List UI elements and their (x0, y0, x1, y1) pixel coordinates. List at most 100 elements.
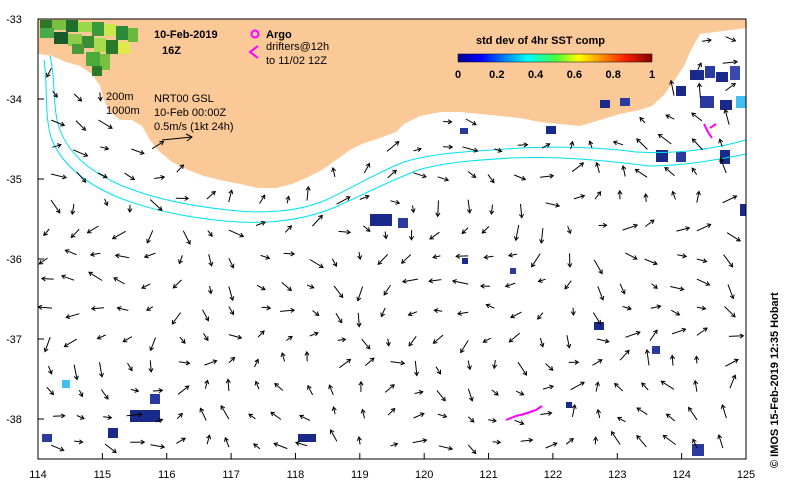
current-arrow-head (455, 253, 461, 259)
current-arrow (149, 199, 163, 211)
current-arrow-head (730, 312, 736, 318)
current-arrow-head (594, 381, 600, 387)
current-arrow (330, 429, 338, 442)
current-arrow (257, 330, 265, 338)
current-arrow-head (485, 303, 491, 309)
current-arrow (545, 442, 557, 449)
current-arrow-head (380, 312, 385, 318)
current-arrow (540, 175, 554, 178)
current-arrow (377, 253, 389, 265)
drifters-line2: to 11/02 12Z (266, 55, 327, 67)
colorbar-tick-label: 0 (455, 69, 461, 81)
current-arrow-head (96, 335, 102, 340)
current-arrow-head (254, 380, 260, 386)
current-arrow-head (679, 286, 685, 292)
current-arrow (312, 215, 323, 227)
current-arrow-head (220, 404, 226, 410)
current-arrow-head (428, 278, 434, 284)
current-arrow-head (365, 227, 371, 232)
current-arrow (566, 335, 570, 348)
y-tick-label: -34 (6, 94, 22, 106)
current-arrow-head (356, 296, 362, 302)
current-arrow (694, 380, 698, 392)
current-arrow-head (695, 190, 701, 196)
current-arrow (337, 338, 346, 341)
current-arrow-head (290, 307, 296, 313)
colorbar-title: std dev of 4hr SST comp (476, 35, 605, 47)
current-arrow (306, 284, 314, 289)
current-arrow (228, 190, 233, 203)
current-arrow (596, 338, 609, 343)
current-arrow-head (497, 147, 503, 153)
current-arrow (671, 355, 674, 366)
current-arrow (465, 118, 477, 126)
current-arrow-head (435, 212, 441, 218)
current-arrow-head (460, 348, 465, 354)
current-arrow-head (280, 352, 286, 358)
current-arrow (73, 93, 82, 102)
current-arrow-head (360, 408, 366, 414)
current-arrow (570, 381, 585, 391)
current-arrow-head (552, 442, 558, 447)
current-arrow (670, 286, 684, 290)
current-arrow (728, 335, 744, 337)
current-arrow-head (393, 442, 399, 448)
current-arrow (253, 443, 261, 450)
drifter-tracks (505, 123, 717, 421)
current-arrow (228, 334, 242, 339)
current-arrow (100, 389, 109, 400)
current-arrow-head (314, 311, 320, 316)
current-arrow-head (46, 72, 51, 78)
current-arrow-head (641, 382, 646, 388)
current-arrow-head (523, 142, 529, 148)
current-arrow (696, 278, 710, 286)
current-arrow-head (596, 319, 601, 325)
current-arrow (622, 224, 638, 231)
current-arrow (515, 224, 520, 241)
current-arrow (457, 311, 469, 315)
current-arrow-head (55, 208, 61, 214)
current-arrow-head (253, 443, 258, 448)
x-tick-label: 119 (351, 469, 369, 481)
current-arrow-head (539, 342, 545, 348)
current-arrow (358, 436, 361, 445)
current-arrow (592, 359, 603, 366)
current-arrow-head (507, 252, 513, 258)
current-arrow-head (139, 150, 145, 155)
current-arrow (702, 39, 712, 42)
map-date: 10-Feb-2019 (154, 29, 218, 41)
current-arrow (76, 415, 85, 420)
x-tick-label: 116 (158, 469, 176, 481)
current-arrow (204, 360, 217, 366)
current-arrow (41, 278, 54, 280)
current-arrow (545, 363, 554, 371)
current-arrow-head (508, 337, 514, 343)
current-arrow-head (599, 295, 605, 301)
current-arrow-head (65, 314, 71, 319)
current-arrow-head (702, 258, 708, 264)
x-tick-label: 121 (479, 469, 497, 481)
current-arrow-head (407, 311, 413, 317)
current-arrow-head (328, 384, 334, 390)
current-arrow-head (636, 434, 641, 440)
current-arrow (151, 141, 164, 150)
current-arrow (414, 360, 418, 376)
current-arrow-head (604, 338, 610, 344)
current-arrow-head (519, 391, 525, 396)
current-arrow (493, 359, 496, 369)
current-arrow-head (504, 282, 510, 288)
current-arrow-head (702, 327, 708, 332)
current-arrow (520, 203, 523, 218)
current-arrow-head (365, 162, 371, 168)
current-arrow-head (569, 438, 574, 443)
current-arrow (437, 413, 447, 418)
current-arrow-head (482, 338, 488, 343)
current-arrow-head (304, 350, 310, 356)
current-arrow (593, 259, 603, 274)
current-arrow (490, 204, 493, 215)
current-arrow (103, 416, 112, 419)
current-arrow (336, 196, 351, 205)
current-arrow (309, 259, 324, 268)
current-arrow (488, 419, 497, 422)
current-arrow (179, 336, 186, 344)
